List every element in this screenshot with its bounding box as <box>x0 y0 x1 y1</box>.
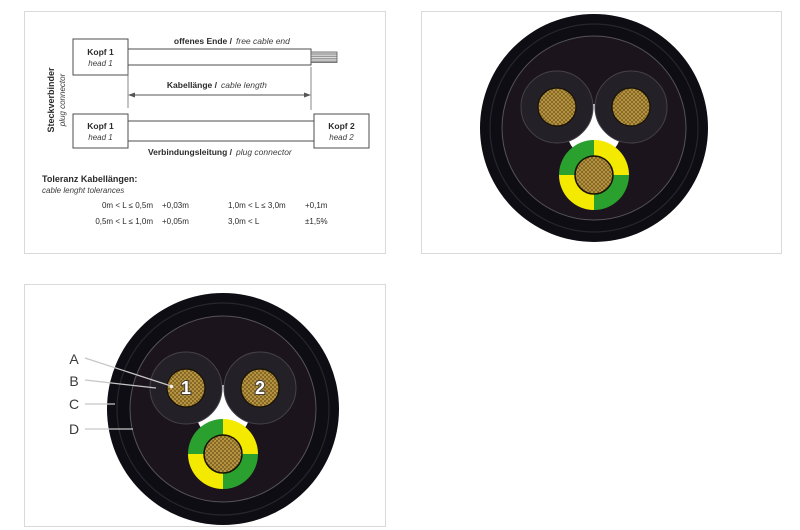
connection-label-en: plug connector <box>235 147 293 157</box>
dimension-arrow-right <box>304 92 311 98</box>
tolerance-value: +0,03m <box>162 201 189 210</box>
stripped-wire-end <box>310 51 338 63</box>
ground-conductor-core <box>203 434 243 474</box>
tolerance-range: 0m < L ≤ 0,5m <box>102 201 153 210</box>
tolerance-range: 3,0m < L <box>228 217 260 226</box>
sheath-inner-ring <box>489 23 699 233</box>
leader-a-endpoint <box>169 384 174 389</box>
tolerance-title: Toleranz Kabellängen: <box>42 174 137 184</box>
free-end-label-de: offenes Ende / <box>174 36 233 46</box>
cable-length-label-de: Kabellänge / <box>167 80 218 90</box>
head1-bottom-box <box>72 113 129 149</box>
head1-top-title: Kopf 1 <box>87 47 114 57</box>
head1-top-box <box>72 38 129 76</box>
conductor-1-core <box>166 368 206 408</box>
layer-label-c: C <box>69 396 79 412</box>
layer-label-a: A <box>69 351 79 367</box>
conductor-2-number: 2 <box>255 378 265 398</box>
top-cable <box>127 48 312 66</box>
side-label-en: plug connector <box>58 73 67 127</box>
cable-length-label-en: cable length <box>221 80 267 90</box>
head2-box <box>313 113 370 149</box>
head2-title: Kopf 2 <box>328 121 355 131</box>
labeled-cross-section-panel: 1 2 A B C D <box>24 284 386 527</box>
tolerance-range: 1,0m < L ≤ 3,0m <box>228 201 286 210</box>
bottom-cable <box>127 120 315 142</box>
ground-conductor <box>188 419 258 489</box>
tolerance-range: 0,5m < L ≤ 1,0m <box>95 217 153 226</box>
ground-conductor-core <box>574 155 614 195</box>
dimension-arrow-left <box>128 92 135 98</box>
head2-subtitle: head 2 <box>329 133 354 142</box>
tolerance-row-2: 0,5m < L ≤ 1,0m +0,05m 3,0m < L ±1,5% <box>95 217 327 226</box>
tolerance-value: +0,1m <box>305 201 328 210</box>
connection-label-de: Verbindungsleitung / <box>148 147 233 157</box>
conductor-2-core <box>240 368 280 408</box>
dimension-ticks <box>127 67 312 110</box>
cable-cross-section <box>480 14 708 242</box>
conductor-1-number: 1 <box>181 378 191 398</box>
side-label-de: Steckverbinder <box>46 67 56 133</box>
length-definition-diagram-panel: Steckverbinder plug connector Kopf 1 hea… <box>24 11 386 254</box>
head1-top-subtitle: head 1 <box>88 59 112 68</box>
tolerance-subtitle: cable lenght tolerances <box>42 186 124 195</box>
length-definition-diagram: Steckverbinder plug connector Kopf 1 hea… <box>42 36 370 226</box>
cross-section-panel <box>421 11 782 254</box>
head1-bottom-title: Kopf 1 <box>87 121 114 131</box>
sheath-inner-ring <box>116 302 330 516</box>
tolerance-row-1: 0m < L ≤ 0,5m +0,03m 1,0m < L ≤ 3,0m +0,… <box>102 201 328 210</box>
head1-bottom-subtitle: head 1 <box>88 133 112 142</box>
tolerance-value: +0,05m <box>162 217 189 226</box>
leader-line-a <box>84 357 172 387</box>
conductor-1-core <box>537 87 577 127</box>
tolerance-value: ±1,5% <box>305 217 328 226</box>
layer-label-d: D <box>69 421 79 437</box>
ground-conductor <box>559 140 629 210</box>
layer-label-b: B <box>69 373 78 389</box>
free-end-label-en: free cable end <box>236 36 290 46</box>
cable-cross-section-labeled: 1 2 A B C D <box>69 293 339 525</box>
leader-line-b <box>84 379 157 389</box>
conductor-2-core <box>611 87 651 127</box>
